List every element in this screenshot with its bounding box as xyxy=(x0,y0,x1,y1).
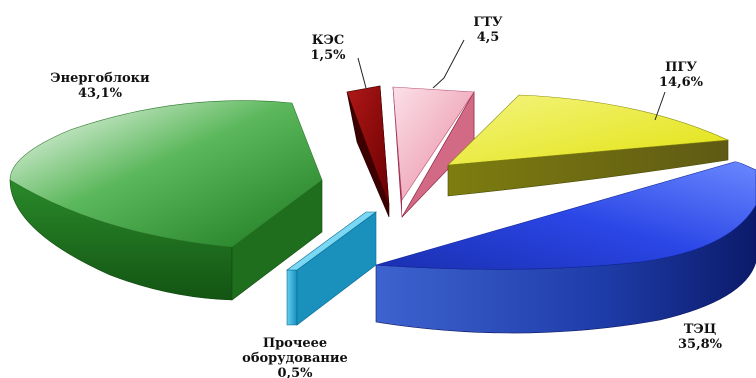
label-pgu: ПГУ 14,6% xyxy=(646,60,716,90)
slice-gtu-right xyxy=(401,90,475,218)
label-tec-value: 35,8% xyxy=(677,337,722,352)
slice-other-top xyxy=(286,211,377,271)
label-gtu-value: 4,5 xyxy=(476,30,500,45)
label-other-name-line1: Прочеее xyxy=(262,336,328,351)
label-other: Прочеее оборудование 0,5% xyxy=(220,336,370,378)
leader-line-kes xyxy=(357,57,367,89)
slice-energoblocks-top xyxy=(9,100,323,248)
label-pgu-value: 14,6% xyxy=(658,75,703,90)
label-gtu: ГТУ 4,5 xyxy=(464,15,512,45)
slice-kes-top xyxy=(346,85,390,206)
slice-kes xyxy=(346,85,390,218)
leader-line-pgu xyxy=(654,91,666,121)
slice-pgu-top xyxy=(447,94,730,166)
label-kes-value: 1,5% xyxy=(310,48,346,63)
label-gtu-name: ГТУ xyxy=(473,15,503,30)
label-energoblocks: Энергоблоки 43,1% xyxy=(30,71,170,101)
slice-pgu-side xyxy=(447,139,729,197)
label-energoblocks-value: 43,1% xyxy=(77,86,122,101)
slice-other-front xyxy=(286,269,298,326)
label-other-value: 0,5% xyxy=(277,366,313,378)
slice-other xyxy=(286,211,377,326)
slice-pgu xyxy=(447,94,730,197)
label-tec-name: ТЭЦ xyxy=(683,322,717,337)
slice-tec-top xyxy=(375,161,756,270)
slice-gtu xyxy=(392,86,475,219)
slice-energoblocks xyxy=(9,100,323,301)
label-kes-name: КЭС xyxy=(311,33,345,48)
slice-gtu-front xyxy=(393,87,402,217)
label-kes: КЭС 1,5% xyxy=(296,33,360,63)
label-other-name-line2: оборудование xyxy=(242,351,348,366)
label-pgu-name: ПГУ xyxy=(665,60,697,75)
label-tec: ТЭЦ 35,8% xyxy=(660,322,740,352)
slice-gtu-top xyxy=(392,86,475,201)
label-energoblocks-name: Энергоблоки xyxy=(50,71,150,86)
slice-tec xyxy=(375,161,756,334)
leader-line-gtu xyxy=(432,39,465,89)
